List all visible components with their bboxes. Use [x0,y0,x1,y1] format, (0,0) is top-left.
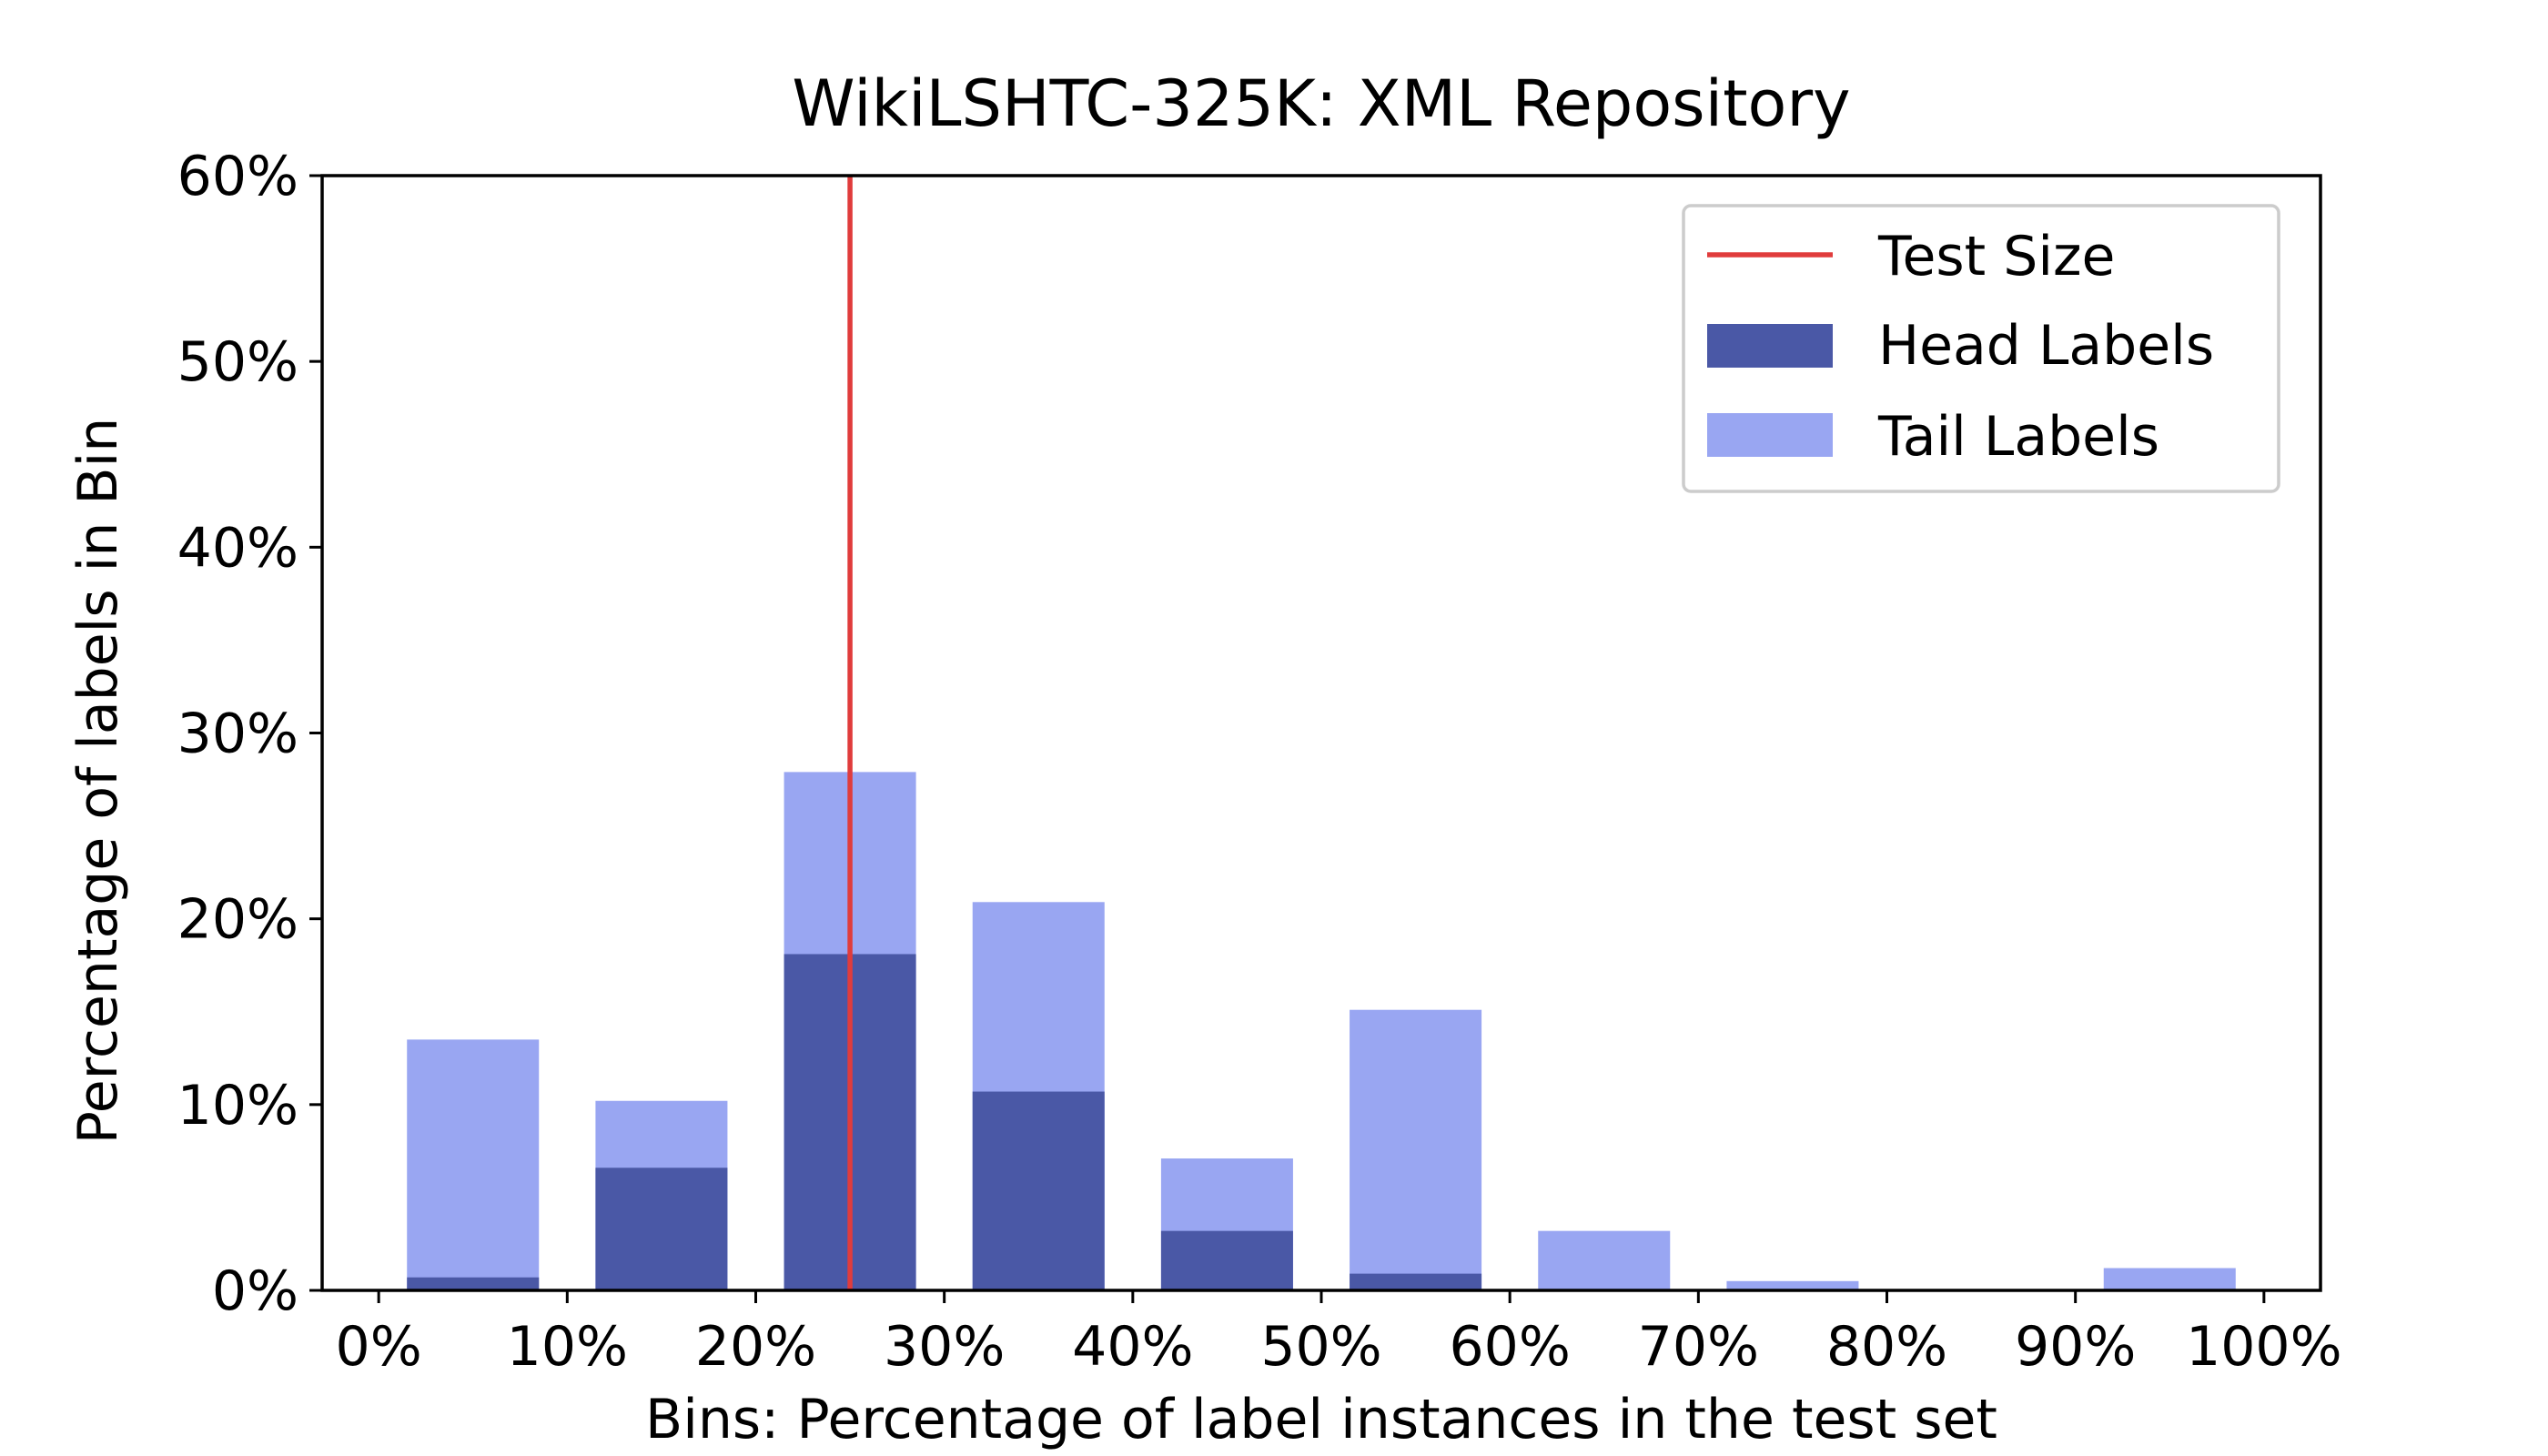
x-tick-label: 30% [884,1315,1005,1379]
y-axis-ticks: 0% 10% 20% 30% 40% 50% 60% [177,145,322,1323]
x-tick-label: 60% [1449,1315,1570,1379]
tail-bar-0 [407,1039,540,1290]
tail-bar-5 [1350,1009,1482,1290]
y-tick-label: 60% [177,145,298,208]
legend-label-tail-labels: Tail Labels [1877,405,2159,469]
legend: Test Size Head Labels Tail Labels [1682,204,2280,493]
head-bar-5 [1350,1273,1482,1290]
head-bar-3 [972,1091,1105,1290]
y-tick-label: 50% [177,330,298,394]
tail-bar-7 [1726,1280,1859,1290]
x-tick-label: 90% [2015,1315,2136,1379]
head-bar-0 [407,1277,540,1290]
head-bar-1 [595,1168,728,1290]
y-tick-label: 10% [177,1074,298,1138]
legend-swatch-tail-labels [1707,413,1833,457]
tail-bar-9 [2103,1268,2236,1290]
chart-title: WikiLSHTC-325K: XML Repository [792,66,1850,141]
x-tick-label: 20% [695,1315,816,1379]
x-axis-label: Bins: Percentage of label instances in t… [645,1388,1997,1451]
legend-label-head-labels: Head Labels [1878,314,2214,378]
y-tick-label: 0% [212,1259,298,1323]
y-axis-label: Percentage of labels in Bin [66,418,130,1145]
y-tick-label: 30% [177,703,298,766]
x-tick-label: 80% [1826,1315,1947,1379]
x-tick-label: 100% [2186,1315,2342,1379]
head-bar-4 [1160,1230,1293,1290]
y-tick-label: 20% [177,888,298,952]
y-tick-label: 40% [177,516,298,580]
x-axis-ticks: 0% 10% 20% 30% 40% 50% 60% 70% 80% 90% 100% [336,1290,2342,1379]
tail-bar-6 [1538,1230,1671,1290]
legend-swatch-head-labels [1707,324,1833,368]
x-tick-label: 10% [507,1315,628,1379]
x-tick-label: 0% [336,1315,422,1379]
x-tick-label: 40% [1072,1315,1193,1379]
x-tick-label: 50% [1260,1315,1381,1379]
legend-label-test-size: Test Size [1877,225,2115,288]
x-tick-label: 70% [1638,1315,1759,1379]
